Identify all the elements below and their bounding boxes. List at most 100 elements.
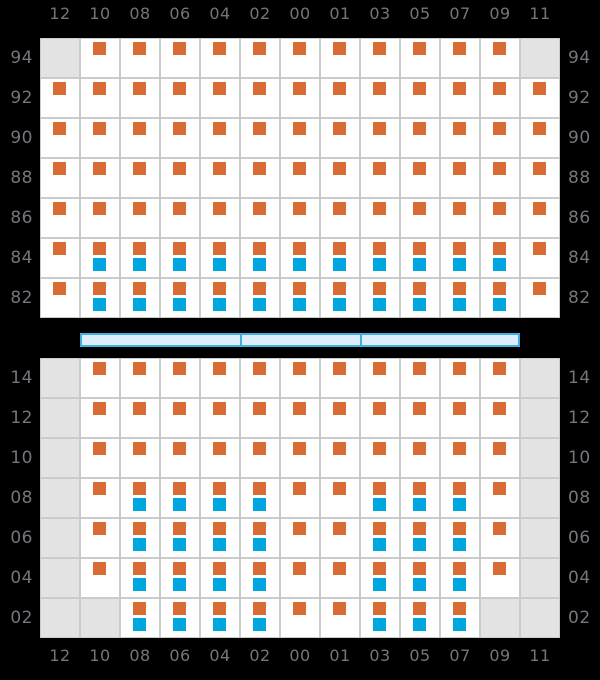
grid-cell[interactable] bbox=[160, 78, 200, 118]
grid-cell[interactable] bbox=[120, 198, 160, 238]
grid-cell[interactable] bbox=[200, 598, 240, 638]
grid-cell[interactable] bbox=[320, 158, 360, 198]
grid-cell[interactable] bbox=[80, 478, 120, 518]
grid-cell[interactable] bbox=[440, 238, 480, 278]
grid-cell[interactable] bbox=[520, 198, 560, 238]
grid-cell[interactable] bbox=[440, 78, 480, 118]
grid-cell[interactable] bbox=[120, 438, 160, 478]
grid-cell[interactable] bbox=[360, 358, 400, 398]
grid-cell[interactable] bbox=[480, 438, 520, 478]
grid-cell[interactable] bbox=[200, 398, 240, 438]
grid-cell[interactable] bbox=[160, 278, 200, 318]
grid-cell[interactable] bbox=[480, 398, 520, 438]
grid-cell[interactable] bbox=[320, 238, 360, 278]
grid-cell[interactable] bbox=[80, 198, 120, 238]
grid-cell[interactable] bbox=[520, 78, 560, 118]
grid-cell[interactable] bbox=[360, 158, 400, 198]
grid-cell[interactable] bbox=[200, 238, 240, 278]
grid-cell[interactable] bbox=[360, 238, 400, 278]
grid-cell[interactable] bbox=[520, 238, 560, 278]
grid-cell[interactable] bbox=[240, 118, 280, 158]
grid-cell[interactable] bbox=[360, 478, 400, 518]
grid-cell[interactable] bbox=[80, 158, 120, 198]
grid-cell[interactable] bbox=[160, 398, 200, 438]
grid-cell[interactable] bbox=[40, 198, 80, 238]
grid-cell[interactable] bbox=[120, 598, 160, 638]
grid-cell[interactable] bbox=[360, 598, 400, 638]
grid-cell[interactable] bbox=[440, 438, 480, 478]
grid-cell[interactable] bbox=[320, 398, 360, 438]
grid-cell[interactable] bbox=[240, 478, 280, 518]
grid-cell[interactable] bbox=[80, 238, 120, 278]
grid-cell[interactable] bbox=[80, 118, 120, 158]
grid-cell[interactable] bbox=[160, 518, 200, 558]
grid-cell[interactable] bbox=[360, 118, 400, 158]
grid-cell[interactable] bbox=[400, 558, 440, 598]
grid-cell[interactable] bbox=[200, 518, 240, 558]
grid-cell[interactable] bbox=[480, 478, 520, 518]
grid-cell[interactable] bbox=[240, 38, 280, 78]
grid-cell[interactable] bbox=[240, 518, 280, 558]
grid-cell[interactable] bbox=[480, 38, 520, 78]
grid-cell[interactable] bbox=[400, 478, 440, 518]
grid-cell[interactable] bbox=[240, 158, 280, 198]
grid-cell[interactable] bbox=[360, 518, 400, 558]
grid-cell[interactable] bbox=[80, 518, 120, 558]
grid-cell[interactable] bbox=[200, 358, 240, 398]
grid-cell[interactable] bbox=[480, 358, 520, 398]
grid-cell[interactable] bbox=[480, 238, 520, 278]
grid-cell[interactable] bbox=[280, 358, 320, 398]
grid-cell[interactable] bbox=[40, 158, 80, 198]
grid-cell[interactable] bbox=[160, 598, 200, 638]
grid-cell[interactable] bbox=[360, 558, 400, 598]
grid-cell[interactable] bbox=[320, 598, 360, 638]
grid-cell[interactable] bbox=[80, 78, 120, 118]
grid-cell[interactable] bbox=[120, 558, 160, 598]
grid-cell[interactable] bbox=[200, 198, 240, 238]
grid-cell[interactable] bbox=[40, 238, 80, 278]
grid-cell[interactable] bbox=[120, 398, 160, 438]
grid-cell[interactable] bbox=[320, 478, 360, 518]
grid-cell[interactable] bbox=[160, 438, 200, 478]
grid-cell[interactable] bbox=[200, 558, 240, 598]
grid-cell[interactable] bbox=[160, 118, 200, 158]
grid-cell[interactable] bbox=[160, 198, 200, 238]
grid-cell[interactable] bbox=[120, 78, 160, 118]
grid-cell[interactable] bbox=[160, 358, 200, 398]
grid-cell[interactable] bbox=[440, 278, 480, 318]
grid-cell[interactable] bbox=[440, 598, 480, 638]
grid-cell[interactable] bbox=[480, 78, 520, 118]
grid-cell[interactable] bbox=[80, 38, 120, 78]
grid-cell[interactable] bbox=[400, 78, 440, 118]
grid-cell[interactable] bbox=[400, 438, 440, 478]
grid-cell[interactable] bbox=[280, 118, 320, 158]
grid-cell[interactable] bbox=[280, 238, 320, 278]
grid-cell[interactable] bbox=[400, 158, 440, 198]
grid-cell[interactable] bbox=[200, 278, 240, 318]
grid-cell[interactable] bbox=[320, 558, 360, 598]
grid-cell[interactable] bbox=[120, 238, 160, 278]
grid-cell[interactable] bbox=[520, 158, 560, 198]
grid-cell[interactable] bbox=[160, 478, 200, 518]
grid-cell[interactable] bbox=[280, 78, 320, 118]
grid-cell[interactable] bbox=[400, 518, 440, 558]
grid-cell[interactable] bbox=[200, 478, 240, 518]
grid-cell[interactable] bbox=[240, 598, 280, 638]
grid-cell[interactable] bbox=[280, 278, 320, 318]
grid-cell[interactable] bbox=[440, 198, 480, 238]
grid-cell[interactable] bbox=[360, 198, 400, 238]
grid-cell[interactable] bbox=[240, 198, 280, 238]
grid-cell[interactable] bbox=[400, 238, 440, 278]
grid-cell[interactable] bbox=[120, 518, 160, 558]
grid-cell[interactable] bbox=[280, 558, 320, 598]
grid-cell[interactable] bbox=[120, 358, 160, 398]
grid-cell[interactable] bbox=[320, 78, 360, 118]
grid-cell[interactable] bbox=[360, 78, 400, 118]
grid-cell[interactable] bbox=[320, 118, 360, 158]
grid-cell[interactable] bbox=[360, 438, 400, 478]
grid-cell[interactable] bbox=[520, 118, 560, 158]
grid-cell[interactable] bbox=[480, 198, 520, 238]
grid-cell[interactable] bbox=[280, 478, 320, 518]
grid-cell[interactable] bbox=[440, 558, 480, 598]
grid-cell[interactable] bbox=[360, 398, 400, 438]
